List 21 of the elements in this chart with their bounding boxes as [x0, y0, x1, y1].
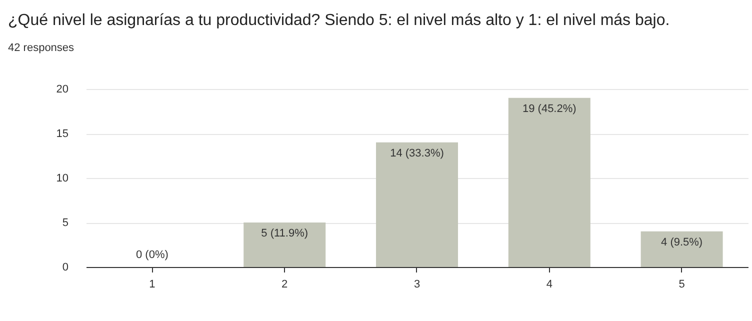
y-tick-label: 5 — [62, 217, 68, 229]
data-label: 4 (9.5%) — [661, 236, 703, 248]
data-label: 5 (11.9%) — [261, 228, 308, 240]
data-label: 14 (33.3%) — [390, 147, 444, 160]
y-tick-label: 15 — [56, 128, 68, 140]
bar — [508, 98, 590, 267]
x-tick-label: 1 — [149, 278, 156, 290]
x-tick-label: 2 — [282, 278, 288, 290]
chart-subtitle: 42 responses — [8, 42, 75, 54]
y-tick-label: 0 — [62, 262, 68, 274]
y-tick-label: 20 — [56, 84, 68, 96]
chart-title: ¿Qué nivel le asignarías a tu productividad? Siendo 5: el nivel más alto y 1: el nivel más bajo. — [8, 12, 670, 29]
data-label: 19 (45.2%) — [522, 102, 576, 115]
bar — [376, 142, 458, 267]
bar — [244, 222, 326, 267]
data-label: 0 (0%) — [136, 249, 168, 261]
x-tick-label: 5 — [678, 278, 685, 290]
bar — [640, 231, 723, 267]
x-tick-label: 3 — [414, 278, 420, 290]
y-tick-label: 10 — [56, 172, 68, 184]
x-tick-label: 4 — [546, 278, 552, 290]
